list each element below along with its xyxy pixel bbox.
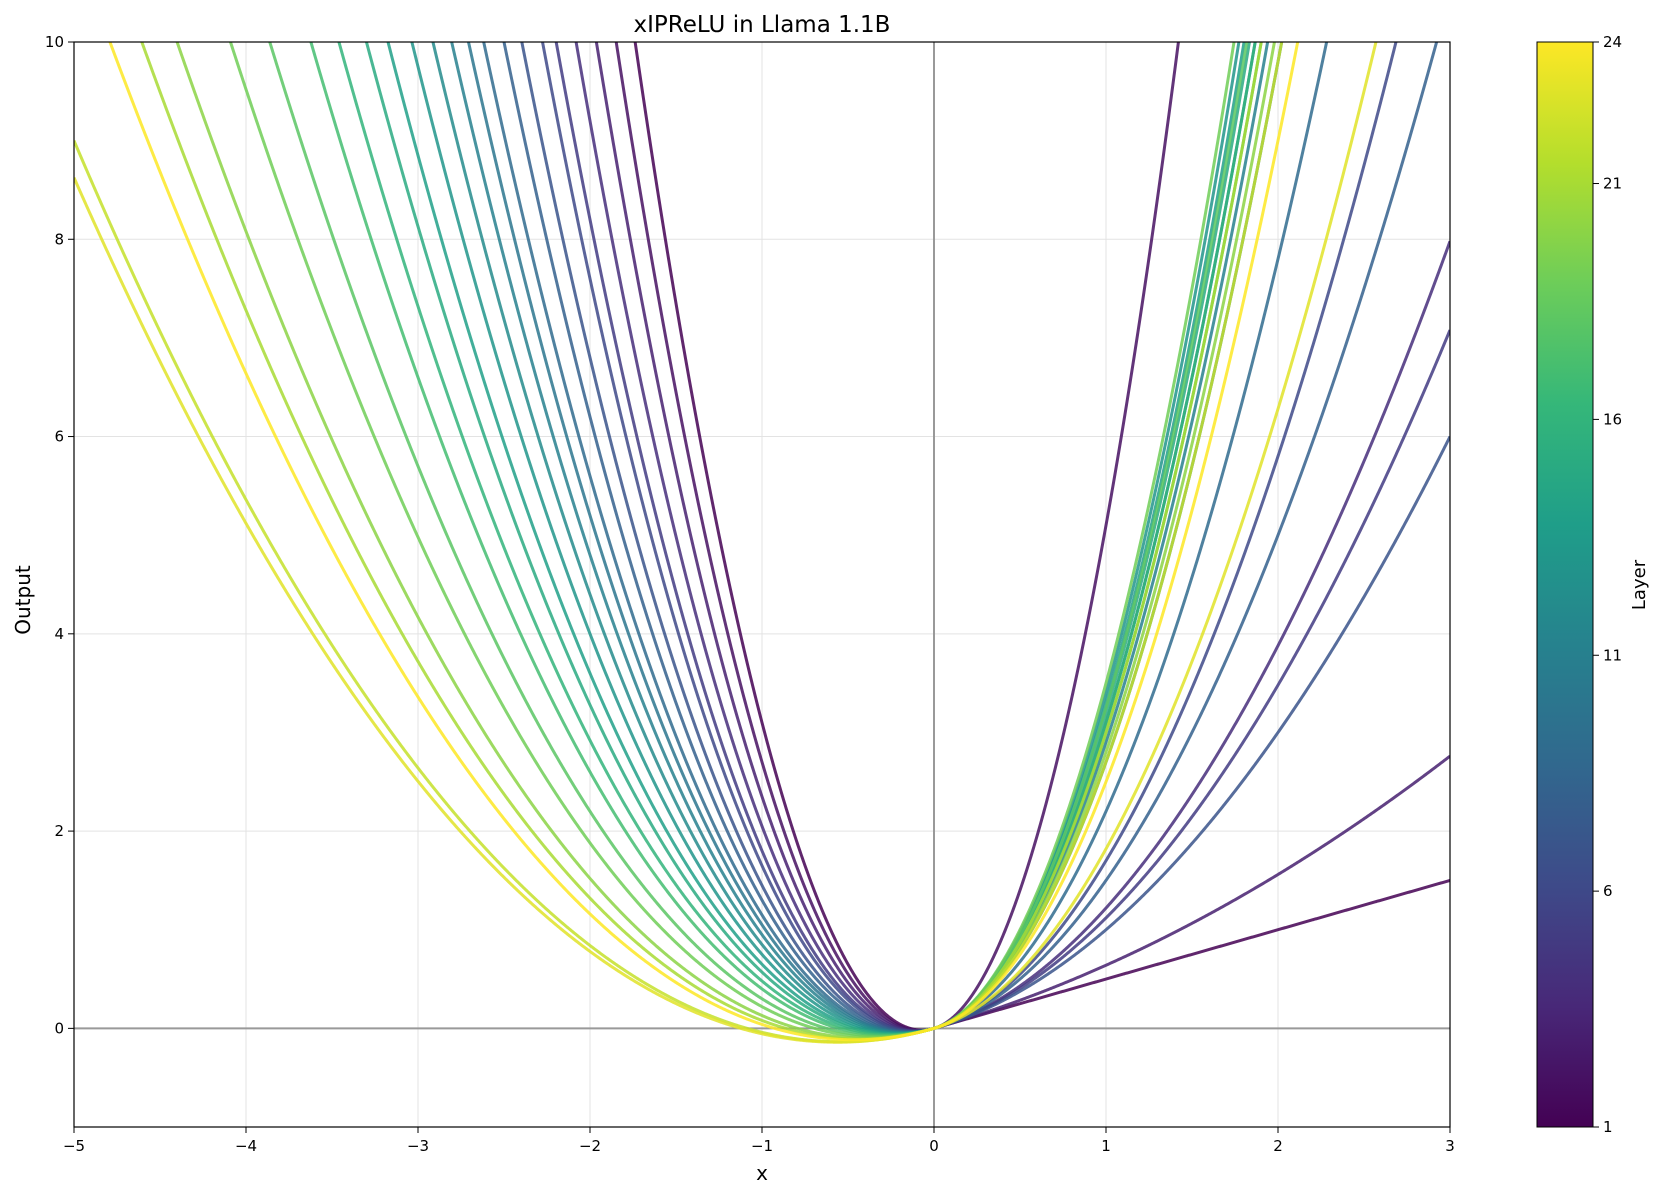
y-tick-label: 4 — [54, 625, 64, 643]
colorbar-tick-label: 21 — [1603, 175, 1622, 193]
colorbar-tick-label: 11 — [1603, 646, 1622, 664]
series-line-layer-8 — [502, 42, 1439, 1034]
series-line-layer-3 — [594, 42, 1450, 1033]
y-tick-label: 10 — [45, 33, 64, 51]
x-axis-label: x — [756, 1161, 768, 1185]
y-tick-label: 6 — [54, 428, 64, 446]
y-tick-label: 0 — [54, 1019, 64, 1037]
series-line-layer-16 — [337, 42, 1257, 1037]
series-line-layer-23 — [74, 42, 1378, 1044]
x-tick-label: 3 — [1445, 1137, 1455, 1155]
y-axis-ticks: 0 2 4 6 8 10 — [45, 33, 74, 1037]
series-line-layer-20 — [175, 42, 1276, 1040]
series-line-layer-18 — [268, 42, 1249, 1038]
series-line-layer-24 — [108, 42, 1300, 1042]
colorbar — [1536, 41, 1594, 1128]
series-line-layer-15 — [364, 42, 1251, 1036]
x-axis-ticks: −5 −4 −3 −2 −1 0 1 2 3 — [63, 1127, 1455, 1155]
colorbar-tick-label: 24 — [1603, 33, 1622, 51]
x-tick-label: −3 — [407, 1137, 429, 1155]
series-line-layer-9 — [482, 42, 1329, 1034]
series-line-layer-6 — [540, 42, 1398, 1033]
series-line-layer-21 — [140, 42, 1263, 1041]
colorbar-tick-label: 1 — [1603, 1118, 1613, 1136]
x-tick-label: 1 — [1101, 1137, 1111, 1155]
chart-title: xIPReLU in Llama 1.1B — [634, 12, 891, 38]
colorbar-label: Layer — [1629, 559, 1650, 610]
x-tick-label: −2 — [579, 1137, 601, 1155]
series-line-layer-14 — [386, 42, 1246, 1036]
colorbar-tick-label: 16 — [1603, 410, 1622, 428]
x-tick-label: −1 — [751, 1137, 773, 1155]
y-tick-label: 8 — [54, 230, 64, 248]
series-line-layer-13 — [410, 42, 1241, 1035]
series-line-layer-7 — [520, 42, 1450, 1034]
series-line-layer-4 — [574, 42, 1450, 1033]
series-line-layer-1 — [633, 42, 1450, 1032]
series-lines — [74, 42, 1450, 1044]
series-line-layer-19 — [228, 42, 1236, 1039]
x-tick-label: 2 — [1273, 1137, 1283, 1155]
y-tick-label: 2 — [54, 822, 64, 840]
series-line-layer-2 — [614, 42, 1180, 1032]
series-line-layer-5 — [554, 42, 1450, 1033]
colorbar-tick-label: 6 — [1603, 882, 1613, 900]
x-tick-label: −5 — [63, 1137, 85, 1155]
x-tick-label: 0 — [929, 1137, 939, 1155]
reference-lines — [74, 42, 1450, 1127]
series-line-layer-11 — [450, 42, 1270, 1035]
y-axis-label: Output — [11, 565, 35, 635]
x-tick-label: −4 — [235, 1137, 257, 1155]
